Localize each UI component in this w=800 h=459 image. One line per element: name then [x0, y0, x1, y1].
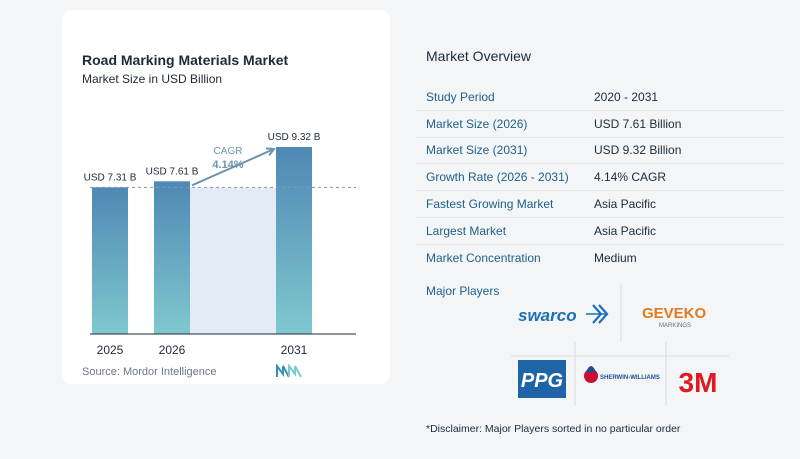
overview-key: Largest Market	[426, 223, 507, 238]
data-label: USD 7.61 B	[146, 166, 199, 177]
ppg-logo-text: PPG	[521, 370, 563, 392]
overview-row: Largest Market Asia Pacific	[416, 218, 784, 245]
bar	[92, 187, 128, 334]
overview-value: USD 9.32 Billion	[594, 143, 682, 158]
cagr-arrow	[191, 148, 275, 187]
sherwin-logo-text: SHERWIN-WILLIAMS	[600, 375, 660, 381]
overview-row: Study Period 2020 - 2031	[416, 84, 784, 111]
overview-key: Market Size (2031)	[426, 143, 528, 158]
overview-title: Market Overview	[426, 48, 532, 64]
x-tick-label: 2031	[281, 343, 308, 357]
overview-value: 2020 - 2031	[594, 89, 659, 104]
overview-value: Asia Pacific	[594, 223, 657, 238]
mordor-logo-icon	[276, 364, 302, 378]
bar	[276, 147, 312, 334]
swarco-logo-text: swarco	[518, 306, 577, 325]
overview-value: Asia Pacific	[594, 197, 657, 212]
bar	[154, 181, 190, 334]
cagr-value: 4.14%	[212, 159, 243, 171]
bar-chart: USD 7.31 B USD 7.61 B USD 9.32 B 2025 2026 20…	[84, 132, 356, 357]
overview-row: Market Size (2031) USD 9.32 Billion	[416, 138, 784, 165]
3m-logo: 3M	[679, 367, 718, 398]
data-label: USD 9.32 B	[268, 132, 321, 143]
overview-key: Fastest Growing Market	[426, 197, 554, 212]
chart-card: Road Marking Materials Market Market Siz…	[62, 10, 390, 384]
geveko-logo: GEVEKO MARKINGS	[642, 305, 707, 329]
overview-key: Study Period	[426, 89, 495, 104]
data-label: USD 7.31 B	[84, 172, 137, 183]
major-players-title: Major Players	[426, 284, 500, 298]
overview-table: Study Period 2020 - 2031 Market Size (20…	[416, 84, 784, 272]
geveko-sub-text: MARKINGS	[659, 323, 691, 329]
market-overview-panel: Market Overview Study Period 2020 - 2031…	[416, 0, 800, 459]
overview-value: Medium	[594, 251, 637, 266]
3m-logo-text: 3M	[679, 367, 718, 398]
overview-value: USD 7.61 Billion	[594, 116, 682, 131]
ppg-logo: PPG	[518, 360, 566, 398]
geveko-logo-text: GEVEKO	[642, 305, 707, 322]
major-players-logos: swarco GEVEKO MARKINGS PPG SHERWIN-WILLI…	[511, 284, 729, 406]
cagr-arrow-head	[265, 147, 276, 156]
sherwin-williams-logo: SHERWIN-WILLIAMS	[584, 366, 660, 383]
swarco-logo: swarco	[518, 304, 609, 325]
overview-row: Fastest Growing Market Asia Pacific	[416, 191, 784, 218]
overview-row: Growth Rate (2026 - 2031) 4.14% CAGR	[416, 164, 784, 192]
cagr-label: CAGR	[214, 146, 243, 157]
overview-key: Market Concentration	[426, 251, 541, 266]
growth-region	[190, 187, 276, 334]
chart-title: Road Marking Materials Market	[82, 52, 289, 68]
chart-subtitle: Market Size in USD Billion	[82, 72, 223, 86]
overview-value: 4.14% CAGR	[594, 170, 667, 185]
x-tick-label: 2026	[159, 343, 186, 357]
overview-row: Market Concentration Medium	[416, 245, 784, 272]
overview-key: Growth Rate (2026 - 2031)	[426, 170, 569, 185]
overview-key: Market Size (2026)	[426, 116, 528, 131]
x-tick-label: 2025	[97, 343, 124, 357]
source-text: Source: Mordor Intelligence	[82, 366, 217, 378]
overview-row: Market Size (2026) USD 7.61 Billion	[416, 111, 784, 138]
disclaimer: *Disclaimer: Major Players sorted in no …	[426, 423, 681, 435]
